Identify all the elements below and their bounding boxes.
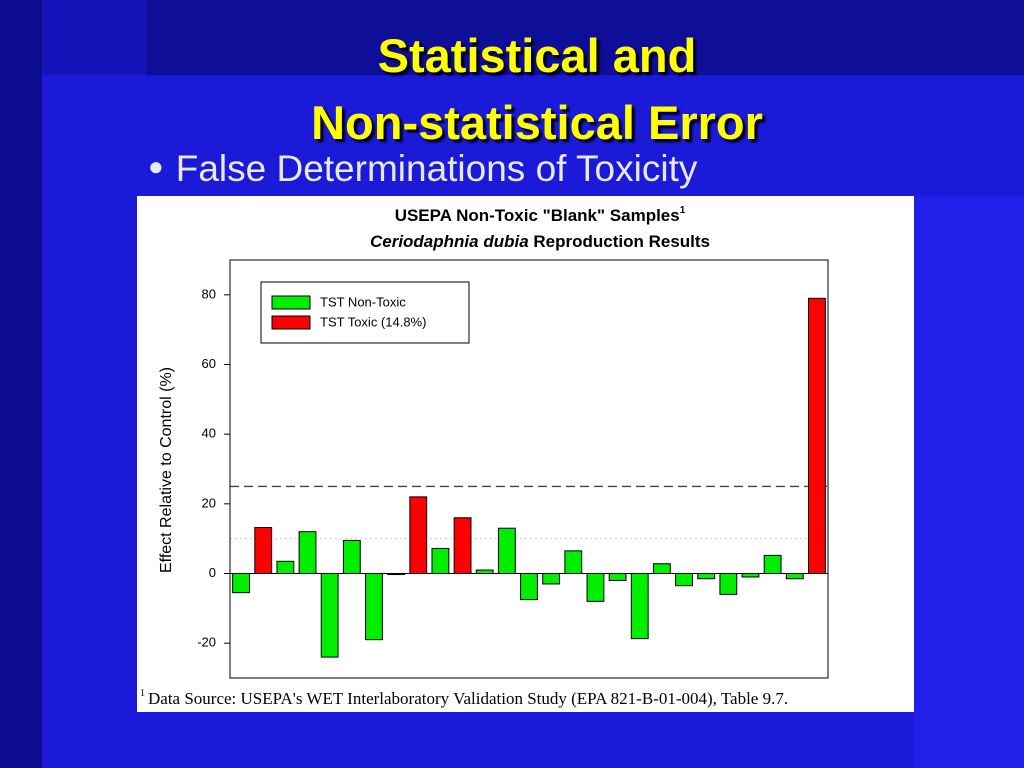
bar: [453, 517, 472, 574]
bar: [431, 547, 450, 575]
footnote: 1 Data Source: USEPA's WET Interlaborator…: [140, 688, 788, 708]
bar: [232, 573, 250, 594]
bar: [608, 573, 627, 581]
bar: [675, 573, 693, 587]
bar: [630, 573, 649, 640]
bar: [365, 573, 383, 641]
bar: [520, 573, 538, 601]
y-tick-label: 80: [202, 286, 216, 301]
title-note: 1: [680, 205, 686, 216]
legend-swatch: [271, 315, 311, 330]
bar: [808, 297, 826, 574]
background: [0, 0, 42, 768]
bullet-dot: ●: [148, 151, 164, 181]
legend-label: TST Non-Toxic: [320, 294, 406, 309]
subtitle-italic: Ceriodaphnia dubia: [370, 232, 529, 251]
slide-title: Non-statistical Error: [311, 96, 763, 149]
bar: [342, 539, 361, 574]
bar: [475, 569, 494, 574]
bar: [586, 573, 605, 602]
bar: [298, 531, 317, 575]
bar: [652, 563, 671, 575]
y-tick-label: 60: [202, 356, 216, 371]
bullet-text: False Determinations of Toxicity: [175, 148, 698, 189]
footnote-mark: 1: [140, 688, 145, 699]
bar: [719, 573, 738, 595]
bar: [785, 573, 804, 580]
bullet: ● False Determinations of Toxicity: [148, 148, 697, 190]
chart-title-text: USEPA Non-Toxic "Blank" Samples: [395, 206, 680, 225]
legend-swatch: [271, 295, 311, 310]
y-tick-label: -20: [197, 635, 216, 650]
slide-title: Statistical and: [377, 29, 697, 82]
chart-title: USEPA Non-Toxic "Blank" Samples1: [395, 205, 686, 226]
bar: [542, 573, 561, 585]
bar: [276, 560, 295, 574]
y-tick-label: 0: [209, 565, 216, 580]
subtitle-text: Reproduction Results: [533, 232, 710, 251]
footnote-text: Data Source: USEPA's WET Interlaboratory…: [148, 689, 788, 708]
bar: [697, 573, 716, 580]
y-tick-label: 20: [202, 495, 216, 510]
y-axis-label: Effect Relative to Control (%): [158, 367, 175, 573]
legend-box: [260, 281, 470, 344]
bar: [254, 527, 273, 574]
bar: [741, 573, 760, 578]
y-tick-label: 40: [202, 426, 216, 441]
bar: [320, 573, 339, 658]
bar: [763, 554, 782, 574]
background: [914, 196, 1024, 768]
plot-frame: [229, 259, 829, 679]
bar: [564, 550, 583, 575]
bar: [409, 496, 428, 574]
bar: [387, 573, 406, 576]
legend-label: TST Toxic (14.8%): [320, 314, 426, 329]
chart: USEPA Non-Toxic "Blank" Samples1 Cerioda…: [137, 196, 914, 712]
chart-subtitle: Ceriodaphnia dubia Reproduction Results: [370, 232, 710, 251]
bar: [497, 527, 516, 575]
background: [42, 0, 1024, 75]
